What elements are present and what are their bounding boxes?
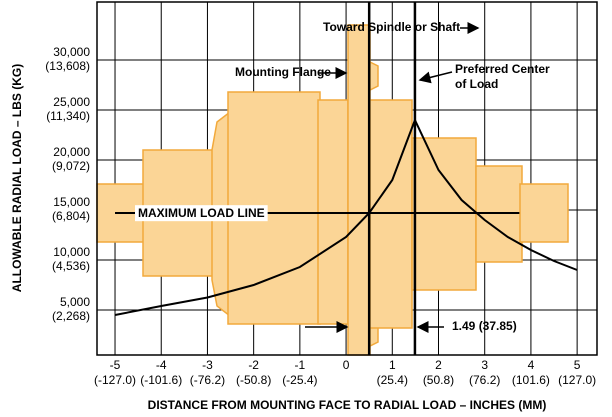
x-tick-label-mm: (-50.8) xyxy=(236,373,271,387)
annotation: of Load xyxy=(455,77,498,91)
x-tick-label-mm: (101.6) xyxy=(512,373,550,387)
y-tick-label-kg: (13,608) xyxy=(45,59,90,73)
y-tick-label: 10,000 xyxy=(53,245,90,259)
y-axis-label: ALLOWABLE RADIAL LOAD – LBS (KG) xyxy=(10,64,24,292)
x-tick-label: -2 xyxy=(248,358,259,372)
x-tick-label-mm: (-25.4) xyxy=(282,373,317,387)
x-tick-label: 2 xyxy=(435,358,442,372)
y-tick-label-kg: (4,536) xyxy=(52,259,90,273)
x-tick-label: 1 xyxy=(389,358,396,372)
x-tick-label: 5 xyxy=(574,358,581,372)
y-tick-label-kg: (6,804) xyxy=(52,209,90,223)
x-tick-label-mm: (76.2) xyxy=(469,373,500,387)
x-tick-label-mm: (25.4) xyxy=(377,373,408,387)
x-tick-label: -4 xyxy=(156,358,167,372)
y-tick-label: 25,000 xyxy=(53,95,90,109)
arrow xyxy=(418,71,453,84)
y-tick-label-kg: (9,072) xyxy=(52,159,90,173)
x-tick-label: -5 xyxy=(110,358,121,372)
annotation: Toward Spindle or Shaft xyxy=(323,20,460,34)
y-tick-label-kg: (11,340) xyxy=(46,109,90,123)
x-tick-label: 0 xyxy=(343,358,350,372)
annotation: 1.49 (37.85) xyxy=(452,319,517,333)
y-tick-label-kg: (2,268) xyxy=(52,309,90,323)
x-tick-label-mm: (-76.2) xyxy=(190,373,225,387)
y-tick-label: 20,000 xyxy=(53,145,90,159)
y-tick-label: 30,000 xyxy=(53,45,90,59)
x-tick-label: 4 xyxy=(528,358,535,372)
load-curve xyxy=(114,117,578,316)
x-tick-label: 3 xyxy=(481,358,488,372)
x-tick-label-mm: (-101.6) xyxy=(140,373,182,387)
x-axis-label: DISTANCE FROM MOUNTING FACE TO RADIAL LO… xyxy=(148,398,547,412)
x-tick-label: -1 xyxy=(295,358,306,372)
x-tick-label-mm: (127.0) xyxy=(558,373,596,387)
annotation: Mounting Flange xyxy=(235,65,331,79)
label-background xyxy=(135,205,268,222)
max-load-label: MAXIMUM LOAD LINE xyxy=(138,206,265,220)
y-tick-label: 15,000 xyxy=(53,195,90,209)
y-tick-label: 5,000 xyxy=(60,295,90,309)
plot-frame xyxy=(96,1,598,356)
x-tick-label: -3 xyxy=(202,358,213,372)
annotation: Preferred Center xyxy=(455,62,550,76)
x-tick-label-mm: (50.8) xyxy=(423,373,454,387)
x-tick-label-mm: (-127.0) xyxy=(94,373,136,387)
